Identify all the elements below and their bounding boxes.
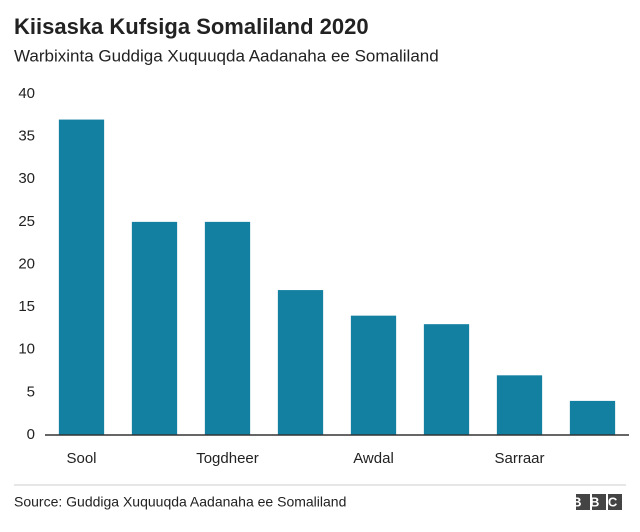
y-tick-label: 35 <box>18 128 35 145</box>
logo: BBC <box>572 494 626 510</box>
y-tick-label: 30 <box>18 170 35 187</box>
bar <box>277 290 324 435</box>
y-tick-label: 0 <box>27 426 35 443</box>
x-tick-label: Togdheer <box>196 450 259 467</box>
x-tick-label: Sarraar <box>494 450 544 467</box>
bar <box>131 221 178 435</box>
chart-title: Kiisaska Kufsiga Somaliland 2020 <box>14 14 369 39</box>
y-tick-label: 15 <box>18 298 35 315</box>
y-tick-label: 20 <box>18 255 35 272</box>
y-tick-label: 25 <box>18 213 35 230</box>
y-tick-label: 5 <box>27 383 35 400</box>
x-tick-label: Awdal <box>353 450 394 467</box>
bar <box>58 119 105 435</box>
logo-text: BBC <box>572 494 626 509</box>
logo-box <box>608 494 622 510</box>
bar <box>204 221 251 435</box>
bar <box>350 315 397 435</box>
y-tick-label: 40 <box>18 85 35 102</box>
bar <box>423 324 470 435</box>
y-tick-label: 10 <box>18 341 35 358</box>
bar <box>569 400 616 435</box>
bar <box>496 375 543 435</box>
chart-subtitle: Warbixinta Guddiga Xuquuqda Aadanaha ee … <box>14 46 439 65</box>
logo-box <box>576 494 590 510</box>
logo-box <box>592 494 606 510</box>
source: Source: Guddiga Xuquuqda Aadanaha ee Som… <box>14 494 346 510</box>
x-tick-label: Sool <box>66 450 96 467</box>
